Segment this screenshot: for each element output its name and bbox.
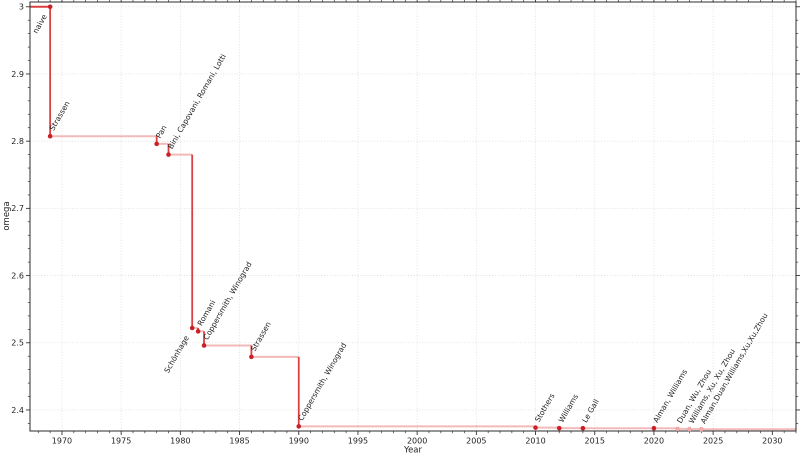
- data-point-marker: [47, 133, 53, 139]
- point-label: Pan: [154, 123, 169, 139]
- point-label: Alman,Duan,Williams,Xu,Xu,Zhou: [699, 311, 770, 425]
- x-tick-label: 1995: [348, 437, 368, 446]
- x-tick-label: 1985: [229, 437, 249, 446]
- point-label: Coppersmith, Winograd: [296, 341, 348, 423]
- x-tick-label: 2005: [466, 437, 486, 446]
- data-point-marker: [533, 425, 538, 430]
- point-label: Strassen: [249, 320, 273, 353]
- data-point-marker: [675, 426, 680, 432]
- y-tick-label: 2.9: [11, 70, 24, 79]
- x-tick-label: 1975: [111, 437, 131, 446]
- axis-tick-labels: 1970 1975 1980 1985 1990 1995 2000 2005 2010 2015…: [11, 3, 782, 446]
- data-point-marker: [296, 424, 302, 429]
- data-point-marker: [249, 354, 254, 360]
- y-tick-label: 2.4: [11, 406, 24, 415]
- point-label: Stothers: [533, 392, 557, 424]
- y-tick-label: 3: [19, 3, 24, 12]
- x-tick-label: 2025: [703, 437, 723, 446]
- y-tick-label: 2.5: [11, 339, 24, 348]
- data-point-marker: [651, 425, 657, 431]
- data-point-marker: [556, 425, 562, 431]
- point-label: Le Gall: [580, 398, 601, 425]
- step-line: [30, 5, 796, 431]
- x-tick-label: 2015: [585, 437, 605, 446]
- axes-spines: [29, 1, 797, 432]
- data-point-marker: [195, 329, 201, 334]
- data-markers: [47, 4, 704, 432]
- y-tick-label: 2.8: [11, 137, 24, 146]
- data-point-marker: [189, 325, 195, 331]
- point-label: naive: [31, 12, 49, 35]
- plot-frame: [29, 1, 797, 432]
- y-tick-label: 2.7: [11, 204, 24, 213]
- data-point-marker: [687, 426, 692, 432]
- x-tick-label: 2030: [762, 437, 782, 446]
- point-label: Williams: [557, 392, 581, 424]
- y-tick-label: 2.6: [11, 271, 24, 280]
- data-point-marker: [580, 425, 586, 431]
- point-label: Bini, Capovani, Romani, Lotti: [166, 52, 228, 150]
- grid-layer: [30, 2, 796, 431]
- data-point-marker: [154, 141, 159, 147]
- point-label: Strassen: [48, 99, 72, 132]
- x-tick-label: 2020: [644, 437, 664, 446]
- x-tick-label: 1980: [170, 437, 190, 446]
- x-tick-label: 2000: [407, 437, 427, 446]
- x-tick-label: 1970: [52, 437, 72, 446]
- data-point-marker: [201, 343, 207, 348]
- x-tick-label: 1990: [289, 437, 309, 446]
- data-point-marker: [47, 4, 53, 10]
- axis-ticks: [26, 0, 800, 435]
- data-point-marker: [166, 152, 171, 157]
- x-tick-label: 2010: [525, 437, 545, 446]
- x-axis-label: Year: [403, 446, 423, 456]
- point-label: Schönhage: [162, 334, 191, 375]
- data-point-marker: [698, 426, 704, 432]
- y-axis-label: omega: [2, 201, 12, 230]
